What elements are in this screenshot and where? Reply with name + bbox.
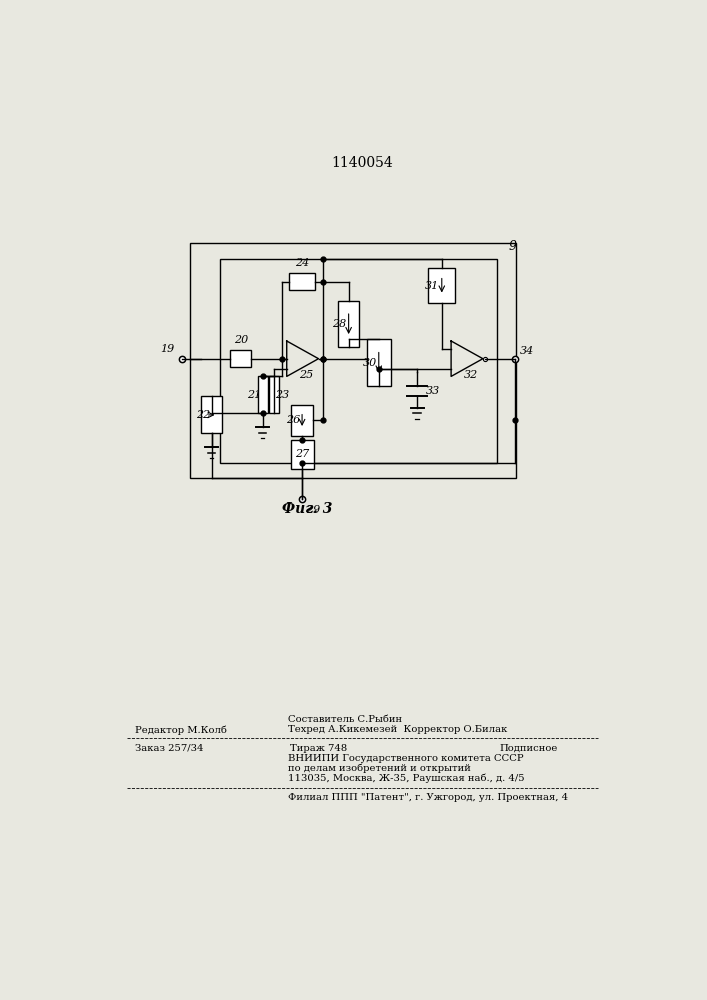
Text: 25: 25 — [299, 370, 314, 380]
Text: 23: 23 — [274, 390, 289, 400]
Bar — [189, 243, 515, 478]
Text: Заказ 257/34: Заказ 257/34 — [135, 744, 204, 753]
Text: Составитель С.Рыбин: Составитель С.Рыбин — [288, 715, 402, 724]
Text: 113035, Москва, Ж-35, Раушская наб., д. 4/5: 113035, Москва, Ж-35, Раушская наб., д. … — [288, 774, 525, 783]
Bar — [291, 405, 313, 436]
Text: Подписное: Подписное — [499, 744, 558, 753]
Text: Фиг. 3: Фиг. 3 — [282, 502, 333, 516]
Text: Филиал ППП "Патент", г. Ужгород, ул. Проектная, 4: Филиал ППП "Патент", г. Ужгород, ул. Про… — [288, 793, 568, 802]
Bar — [269, 376, 279, 413]
Text: Редактор М.Колб: Редактор М.Колб — [135, 725, 227, 735]
Bar — [257, 376, 267, 413]
Text: по делам изобретений и открытий: по делам изобретений и открытий — [288, 764, 472, 773]
Text: 9: 9 — [508, 240, 517, 253]
Bar — [230, 350, 251, 367]
Bar — [201, 396, 222, 433]
Text: 19: 19 — [160, 344, 175, 354]
Bar — [428, 268, 455, 303]
Text: ВНИИПИ Государственного комитета СССР: ВНИИПИ Государственного комитета СССР — [288, 754, 524, 763]
Text: 22: 22 — [197, 410, 211, 420]
Text: 21: 21 — [247, 390, 262, 400]
Text: 1140054: 1140054 — [332, 156, 393, 170]
Text: 33: 33 — [426, 386, 440, 396]
Text: 24: 24 — [295, 258, 309, 268]
Bar — [220, 259, 496, 463]
Text: 26: 26 — [286, 415, 300, 425]
Text: 34: 34 — [520, 346, 534, 356]
Text: Техред А.Кикемезей  Корректор О.Билак: Техред А.Кикемезей Корректор О.Билак — [288, 725, 508, 734]
Text: 29: 29 — [306, 505, 321, 515]
Text: Тираж 748: Тираж 748 — [290, 744, 347, 753]
Text: 30: 30 — [363, 358, 377, 368]
Bar — [367, 339, 391, 386]
Bar — [338, 301, 359, 347]
Text: 27: 27 — [295, 449, 309, 459]
Bar — [289, 273, 315, 290]
Text: 31: 31 — [426, 281, 440, 291]
Bar — [291, 440, 314, 469]
Text: 28: 28 — [332, 319, 346, 329]
Text: 20: 20 — [233, 335, 248, 345]
Text: 32: 32 — [464, 370, 478, 380]
